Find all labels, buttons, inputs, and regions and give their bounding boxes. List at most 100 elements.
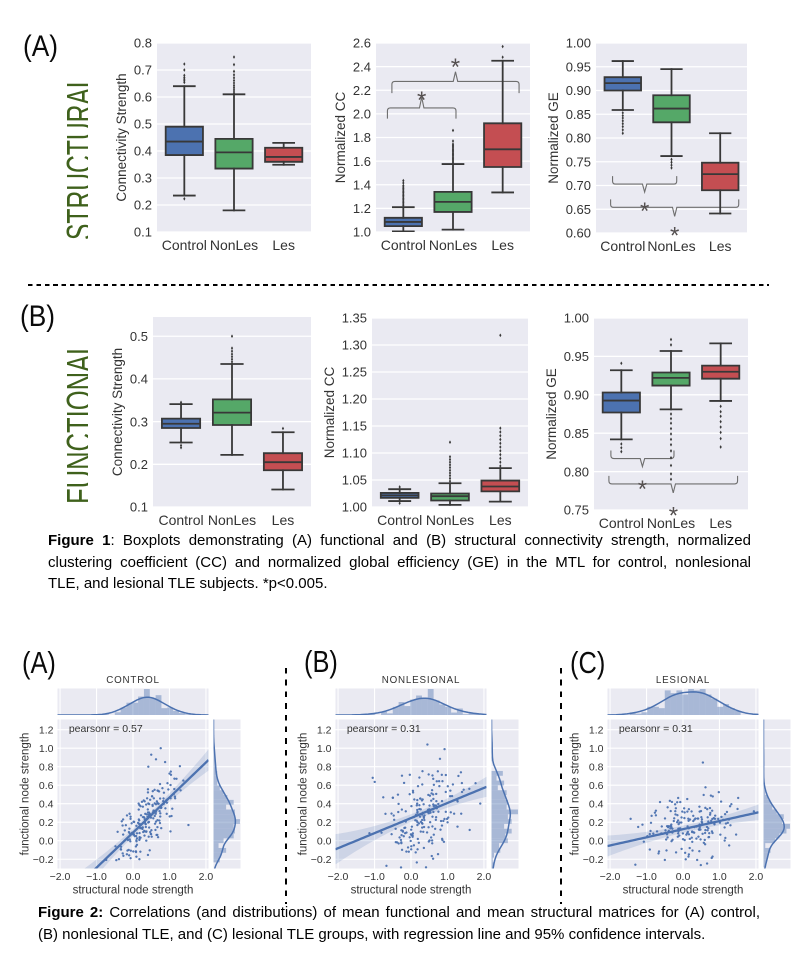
svg-text:0.4: 0.4 xyxy=(130,372,148,387)
svg-text:0.4: 0.4 xyxy=(134,144,152,159)
svg-text:0.4: 0.4 xyxy=(589,799,604,811)
svg-text:0.0: 0.0 xyxy=(404,871,419,883)
svg-text:0.2: 0.2 xyxy=(317,817,332,829)
svg-text:2.0: 2.0 xyxy=(477,871,492,883)
svg-text:NonLes: NonLes xyxy=(426,512,474,528)
svg-text:pearsonr = 0.57: pearsonr = 0.57 xyxy=(69,723,143,735)
svg-text:0.85: 0.85 xyxy=(566,107,591,122)
svg-text:Control: Control xyxy=(377,512,422,528)
svg-text:0.8: 0.8 xyxy=(134,36,152,51)
svg-text:1.0: 1.0 xyxy=(353,225,371,240)
svg-text:Les: Les xyxy=(272,512,295,528)
svg-text:0.7: 0.7 xyxy=(134,63,152,78)
svg-text:1.00: 1.00 xyxy=(342,500,367,515)
svg-text:pearsonr = 0.31: pearsonr = 0.31 xyxy=(619,723,693,735)
svg-text:0.8: 0.8 xyxy=(589,762,604,774)
svg-text:Control: Control xyxy=(381,237,426,253)
svg-text:1.0: 1.0 xyxy=(712,871,727,883)
svg-text:−0.2: −0.2 xyxy=(33,854,54,866)
svg-text:functional node strength: functional node strength xyxy=(19,733,31,856)
svg-text:NonLes: NonLes xyxy=(208,512,256,528)
svg-text:0.85: 0.85 xyxy=(564,426,589,441)
svg-text:0.4: 0.4 xyxy=(317,799,332,811)
svg-text:−1.0: −1.0 xyxy=(86,871,107,883)
svg-text:Les: Les xyxy=(709,515,732,531)
svg-text:0.3: 0.3 xyxy=(130,414,148,429)
svg-text:1.25: 1.25 xyxy=(342,365,367,380)
svg-text:0.0: 0.0 xyxy=(39,836,54,848)
svg-text:−0.2: −0.2 xyxy=(583,854,604,866)
svg-text:Normalized CC: Normalized CC xyxy=(333,91,348,183)
svg-text:0.95: 0.95 xyxy=(566,59,591,74)
svg-text:LESIONAL: LESIONAL xyxy=(656,675,710,686)
svg-text:1.15: 1.15 xyxy=(342,419,367,434)
svg-text:0.6: 0.6 xyxy=(589,780,604,792)
svg-text:1.2: 1.2 xyxy=(353,201,371,216)
svg-text:1.4: 1.4 xyxy=(353,177,371,192)
svg-text:*: * xyxy=(670,222,679,249)
svg-text:−1.0: −1.0 xyxy=(364,871,385,883)
svg-text:0.1: 0.1 xyxy=(134,225,152,240)
svg-text:Control: Control xyxy=(162,237,207,253)
svg-text:0.6: 0.6 xyxy=(39,780,54,792)
svg-text:Control: Control xyxy=(600,238,645,254)
svg-text:NonLes: NonLes xyxy=(647,238,695,254)
svg-text:0.60: 0.60 xyxy=(566,226,591,241)
svg-text:1.6: 1.6 xyxy=(353,154,371,169)
svg-text:1.05: 1.05 xyxy=(342,473,367,488)
svg-text:0.75: 0.75 xyxy=(566,154,591,169)
svg-text:Control: Control xyxy=(158,512,203,528)
svg-text:1.20: 1.20 xyxy=(342,392,367,407)
svg-text:NonLes: NonLes xyxy=(210,237,258,253)
svg-text:0.0: 0.0 xyxy=(126,871,141,883)
svg-text:0.4: 0.4 xyxy=(39,799,54,811)
svg-text:NonLes: NonLes xyxy=(429,237,477,253)
svg-text:0.80: 0.80 xyxy=(564,464,589,479)
svg-text:0.3: 0.3 xyxy=(134,171,152,186)
svg-text:1.2: 1.2 xyxy=(317,724,332,736)
svg-text:pearsonr = 0.31: pearsonr = 0.31 xyxy=(347,723,421,735)
svg-text:0.8: 0.8 xyxy=(317,762,332,774)
svg-text:Les: Les xyxy=(272,237,295,253)
svg-text:−2.0: −2.0 xyxy=(50,871,71,883)
svg-text:0.90: 0.90 xyxy=(564,388,589,403)
svg-text:Connectivity Strength: Connectivity Strength xyxy=(114,73,129,201)
svg-text:0.65: 0.65 xyxy=(566,202,591,217)
svg-text:Normalized CC: Normalized CC xyxy=(322,366,337,458)
svg-text:Normalized GE: Normalized GE xyxy=(544,368,559,460)
svg-text:structural node strength: structural node strength xyxy=(351,885,472,897)
svg-text:0.0: 0.0 xyxy=(676,871,691,883)
svg-text:2.4: 2.4 xyxy=(353,59,371,74)
svg-text:Les: Les xyxy=(491,237,514,253)
svg-text:2.0: 2.0 xyxy=(353,107,371,122)
svg-text:0.70: 0.70 xyxy=(566,178,591,193)
svg-text:1.00: 1.00 xyxy=(566,36,591,51)
svg-text:1.10: 1.10 xyxy=(342,446,367,461)
svg-text:Les: Les xyxy=(489,512,512,528)
svg-text:0.75: 0.75 xyxy=(564,503,589,518)
svg-text:0.80: 0.80 xyxy=(566,131,591,146)
svg-text:0.2: 0.2 xyxy=(39,817,54,829)
svg-text:NonLes: NonLes xyxy=(647,515,695,531)
svg-text:Control: Control xyxy=(599,515,644,531)
svg-text:NONLESIONAL: NONLESIONAL xyxy=(382,675,461,686)
svg-text:functional node strength: functional node strength xyxy=(569,733,581,856)
svg-text:Normalized GE: Normalized GE xyxy=(546,92,561,184)
svg-text:1.0: 1.0 xyxy=(589,743,604,755)
svg-text:0.2: 0.2 xyxy=(130,457,148,472)
svg-text:0.1: 0.1 xyxy=(130,500,148,515)
svg-text:0.90: 0.90 xyxy=(566,83,591,98)
svg-text:1.30: 1.30 xyxy=(342,338,367,353)
svg-text:structural node strength: structural node strength xyxy=(73,885,194,897)
svg-text:structural node strength: structural node strength xyxy=(623,885,744,897)
svg-text:0.0: 0.0 xyxy=(317,836,332,848)
svg-text:Connectivity Strength: Connectivity Strength xyxy=(110,348,125,476)
svg-text:2.0: 2.0 xyxy=(199,871,214,883)
svg-text:*: * xyxy=(417,87,426,114)
svg-text:*: * xyxy=(451,54,460,81)
svg-text:CONTROL: CONTROL xyxy=(106,675,160,686)
svg-text:1.2: 1.2 xyxy=(589,724,604,736)
svg-text:0.2: 0.2 xyxy=(134,198,152,213)
svg-text:1.35: 1.35 xyxy=(342,311,367,326)
svg-text:*: * xyxy=(638,476,647,503)
